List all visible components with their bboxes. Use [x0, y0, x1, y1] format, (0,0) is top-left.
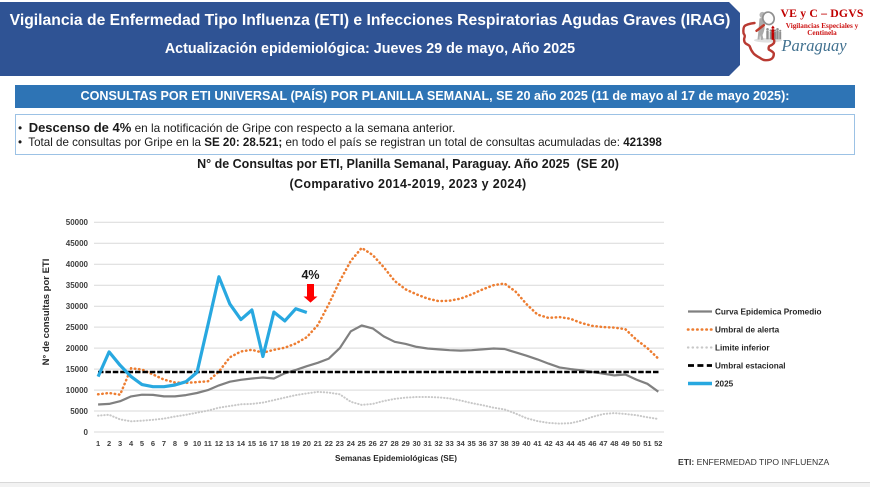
- svg-text:1: 1: [96, 439, 100, 448]
- svg-text:N° de consultas por ETI: N° de consultas por ETI: [41, 259, 52, 366]
- svg-text:12: 12: [215, 439, 223, 448]
- svg-text:40000: 40000: [66, 260, 89, 269]
- svg-text:10000: 10000: [66, 386, 89, 395]
- svg-text:35000: 35000: [66, 281, 89, 290]
- svg-text:31: 31: [423, 439, 431, 448]
- svg-text:18: 18: [281, 439, 289, 448]
- svg-text:30: 30: [413, 439, 421, 448]
- svg-text:32: 32: [434, 439, 442, 448]
- svg-text:4: 4: [129, 439, 134, 448]
- svg-text:14: 14: [237, 439, 246, 448]
- svg-text:45: 45: [577, 439, 585, 448]
- svg-text:11: 11: [204, 439, 212, 448]
- svg-text:5: 5: [140, 439, 144, 448]
- svg-text:46: 46: [588, 439, 596, 448]
- svg-text:15: 15: [248, 439, 256, 448]
- svg-text:9: 9: [184, 439, 188, 448]
- svg-text:25000: 25000: [66, 323, 89, 332]
- svg-text:17: 17: [270, 439, 278, 448]
- svg-text:3: 3: [118, 439, 122, 448]
- svg-text:Umbral de alerta: Umbral de alerta: [715, 326, 780, 335]
- svg-text:7: 7: [162, 439, 166, 448]
- svg-text:42: 42: [544, 439, 552, 448]
- svg-text:20000: 20000: [66, 344, 89, 353]
- svg-text:38: 38: [500, 439, 508, 448]
- svg-text:50000: 50000: [66, 218, 89, 227]
- svg-text:36: 36: [478, 439, 486, 448]
- svg-text:26: 26: [369, 439, 377, 448]
- svg-text:Semanas Epidemiológicas (SE): Semanas Epidemiológicas (SE): [335, 454, 457, 463]
- svg-text:25: 25: [358, 439, 366, 448]
- svg-text:47: 47: [599, 439, 607, 448]
- svg-text:4%: 4%: [301, 268, 319, 282]
- svg-text:35: 35: [467, 439, 475, 448]
- svg-text:8: 8: [173, 439, 177, 448]
- svg-text:6: 6: [151, 439, 155, 448]
- svg-text:24: 24: [347, 439, 356, 448]
- svg-text:Curva Epidemica Promedio: Curva Epidemica Promedio: [715, 308, 821, 317]
- svg-text:44: 44: [566, 439, 575, 448]
- svg-text:29: 29: [402, 439, 410, 448]
- svg-text:33: 33: [445, 439, 453, 448]
- svg-text:30000: 30000: [66, 302, 89, 311]
- svg-text:16: 16: [259, 439, 267, 448]
- svg-text:ETI: ENFERMEDAD TIPO INFLUENZA: ETI: ENFERMEDAD TIPO INFLUENZA: [678, 457, 829, 467]
- svg-text:20: 20: [303, 439, 311, 448]
- svg-text:10: 10: [193, 439, 201, 448]
- svg-text:Limite inferior: Limite inferior: [715, 344, 770, 353]
- svg-text:41: 41: [533, 439, 541, 448]
- svg-text:34: 34: [456, 439, 465, 448]
- svg-text:40: 40: [522, 439, 530, 448]
- svg-text:19: 19: [292, 439, 300, 448]
- svg-text:27: 27: [380, 439, 388, 448]
- svg-text:2025: 2025: [715, 380, 734, 389]
- svg-text:51: 51: [643, 439, 651, 448]
- svg-text:50: 50: [632, 439, 640, 448]
- svg-text:22: 22: [325, 439, 333, 448]
- svg-text:28: 28: [391, 439, 399, 448]
- svg-text:5000: 5000: [70, 407, 88, 416]
- svg-text:2: 2: [107, 439, 111, 448]
- svg-text:13: 13: [226, 439, 234, 448]
- svg-text:0: 0: [84, 428, 89, 437]
- svg-text:45000: 45000: [66, 239, 89, 248]
- svg-text:52: 52: [654, 439, 662, 448]
- svg-text:23: 23: [336, 439, 344, 448]
- svg-text:Umbral estacional: Umbral estacional: [715, 362, 786, 371]
- svg-text:49: 49: [621, 439, 629, 448]
- svg-text:48: 48: [610, 439, 618, 448]
- svg-text:43: 43: [555, 439, 563, 448]
- svg-text:39: 39: [511, 439, 519, 448]
- svg-text:21: 21: [314, 439, 322, 448]
- svg-text:15000: 15000: [66, 365, 89, 374]
- svg-text:37: 37: [489, 439, 497, 448]
